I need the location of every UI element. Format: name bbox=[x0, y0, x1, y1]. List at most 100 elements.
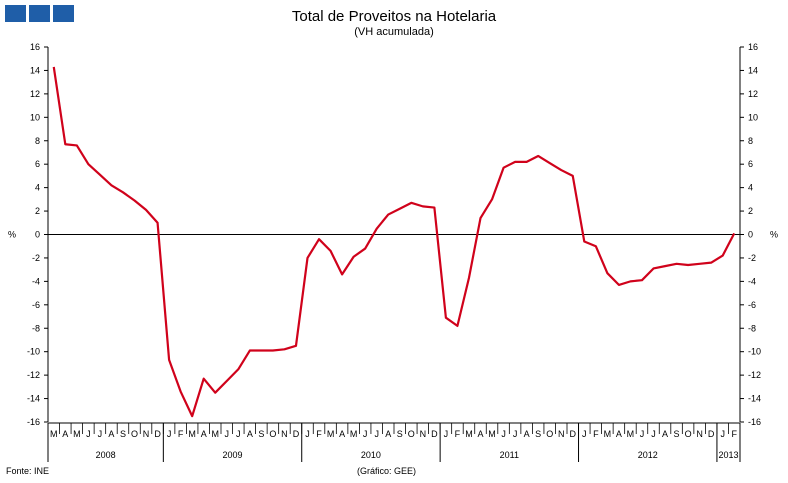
month-label: D bbox=[708, 429, 715, 439]
month-label: D bbox=[293, 429, 300, 439]
logo-square bbox=[5, 5, 26, 22]
year-label: 2013 bbox=[718, 450, 738, 460]
left-y-tick-label: 10 bbox=[30, 112, 40, 122]
left-y-tick-label: -2 bbox=[32, 253, 40, 263]
month-label: J bbox=[167, 429, 172, 439]
month-label: J bbox=[225, 429, 230, 439]
right-y-tick-label: 2 bbox=[748, 206, 753, 216]
month-label: A bbox=[108, 429, 114, 439]
month-label: N bbox=[558, 429, 565, 439]
left-y-tick-label: 8 bbox=[35, 136, 40, 146]
logo-square bbox=[53, 5, 74, 22]
month-label: F bbox=[455, 429, 461, 439]
left-y-tick-label: -10 bbox=[27, 347, 40, 357]
month-label: A bbox=[385, 429, 391, 439]
right-y-tick-label: -6 bbox=[748, 300, 756, 310]
month-label: J bbox=[444, 429, 449, 439]
chart-title: Total de Proveitos na Hotelaria bbox=[291, 8, 497, 25]
month-label: J bbox=[501, 429, 506, 439]
logo-square bbox=[29, 5, 50, 22]
month-label: O bbox=[408, 429, 415, 439]
month-label: J bbox=[236, 429, 241, 439]
month-label: J bbox=[374, 429, 379, 439]
month-label: M bbox=[627, 429, 635, 439]
month-label: F bbox=[316, 429, 322, 439]
month-label: J bbox=[720, 429, 725, 439]
month-label: D bbox=[570, 429, 577, 439]
month-label: O bbox=[546, 429, 553, 439]
month-label: A bbox=[662, 429, 668, 439]
month-label: A bbox=[339, 429, 345, 439]
month-label: D bbox=[154, 429, 161, 439]
month-label: A bbox=[62, 429, 68, 439]
month-label: M bbox=[211, 429, 219, 439]
month-label: F bbox=[731, 429, 737, 439]
month-label: J bbox=[640, 429, 645, 439]
chart-subtitle: (VH acumulada) bbox=[354, 26, 434, 38]
month-label: S bbox=[535, 429, 541, 439]
month-label: N bbox=[696, 429, 703, 439]
right-y-tick-label: -14 bbox=[748, 394, 761, 404]
month-label: J bbox=[651, 429, 656, 439]
month-label: M bbox=[73, 429, 81, 439]
month-label: M bbox=[327, 429, 335, 439]
right-y-tick-label: 8 bbox=[748, 136, 753, 146]
left-y-tick-label: 0 bbox=[35, 230, 40, 240]
month-label: A bbox=[616, 429, 622, 439]
y-axis-unit-left: % bbox=[8, 230, 16, 240]
year-label: 2009 bbox=[223, 450, 243, 460]
left-y-tick-label: 2 bbox=[35, 206, 40, 216]
right-y-tick-label: -10 bbox=[748, 347, 761, 357]
month-label: A bbox=[201, 429, 207, 439]
gee-logo-icon bbox=[5, 5, 74, 22]
credit-note: (Gráfico: GEE) bbox=[357, 466, 417, 476]
month-label: O bbox=[131, 429, 138, 439]
right-y-tick-label: 16 bbox=[748, 42, 758, 52]
right-y-tick-label: 14 bbox=[748, 65, 758, 75]
month-label: D bbox=[431, 429, 438, 439]
right-y-tick-label: -2 bbox=[748, 253, 756, 263]
month-label: J bbox=[582, 429, 587, 439]
year-label: 2011 bbox=[500, 450, 519, 460]
month-label: J bbox=[363, 429, 368, 439]
month-label: A bbox=[477, 429, 483, 439]
month-label: F bbox=[593, 429, 599, 439]
month-label: J bbox=[513, 429, 518, 439]
month-label: N bbox=[281, 429, 288, 439]
month-label: F bbox=[178, 429, 184, 439]
month-label: M bbox=[50, 429, 58, 439]
month-label: S bbox=[674, 429, 680, 439]
month-label: S bbox=[258, 429, 264, 439]
month-label: M bbox=[465, 429, 473, 439]
left-y-tick-label: 6 bbox=[35, 159, 40, 169]
month-label: N bbox=[143, 429, 150, 439]
month-label: J bbox=[305, 429, 310, 439]
right-y-tick-label: 0 bbox=[748, 230, 753, 240]
year-label: 2010 bbox=[361, 450, 381, 460]
right-y-tick-label: -8 bbox=[748, 323, 756, 333]
month-label: A bbox=[524, 429, 530, 439]
left-y-tick-label: 12 bbox=[30, 89, 40, 99]
month-label: M bbox=[604, 429, 612, 439]
left-y-tick-label: 16 bbox=[30, 42, 40, 52]
year-label: 2012 bbox=[638, 450, 658, 460]
right-y-tick-label: 10 bbox=[748, 112, 758, 122]
left-y-tick-label: -12 bbox=[27, 370, 40, 380]
left-y-tick-label: 14 bbox=[30, 65, 40, 75]
right-y-tick-label: 6 bbox=[748, 159, 753, 169]
source-note: Fonte: INE bbox=[6, 466, 50, 476]
left-y-tick-label: 4 bbox=[35, 183, 40, 193]
month-label: J bbox=[86, 429, 91, 439]
left-y-tick-label: -6 bbox=[32, 300, 40, 310]
month-label: A bbox=[247, 429, 253, 439]
month-label: N bbox=[420, 429, 427, 439]
month-label: J bbox=[98, 429, 103, 439]
month-label: O bbox=[685, 429, 692, 439]
year-label: 2008 bbox=[96, 450, 116, 460]
month-label: M bbox=[188, 429, 196, 439]
right-y-tick-label: -12 bbox=[748, 370, 761, 380]
left-y-tick-label: -8 bbox=[32, 323, 40, 333]
month-label: O bbox=[269, 429, 276, 439]
month-label: S bbox=[397, 429, 403, 439]
